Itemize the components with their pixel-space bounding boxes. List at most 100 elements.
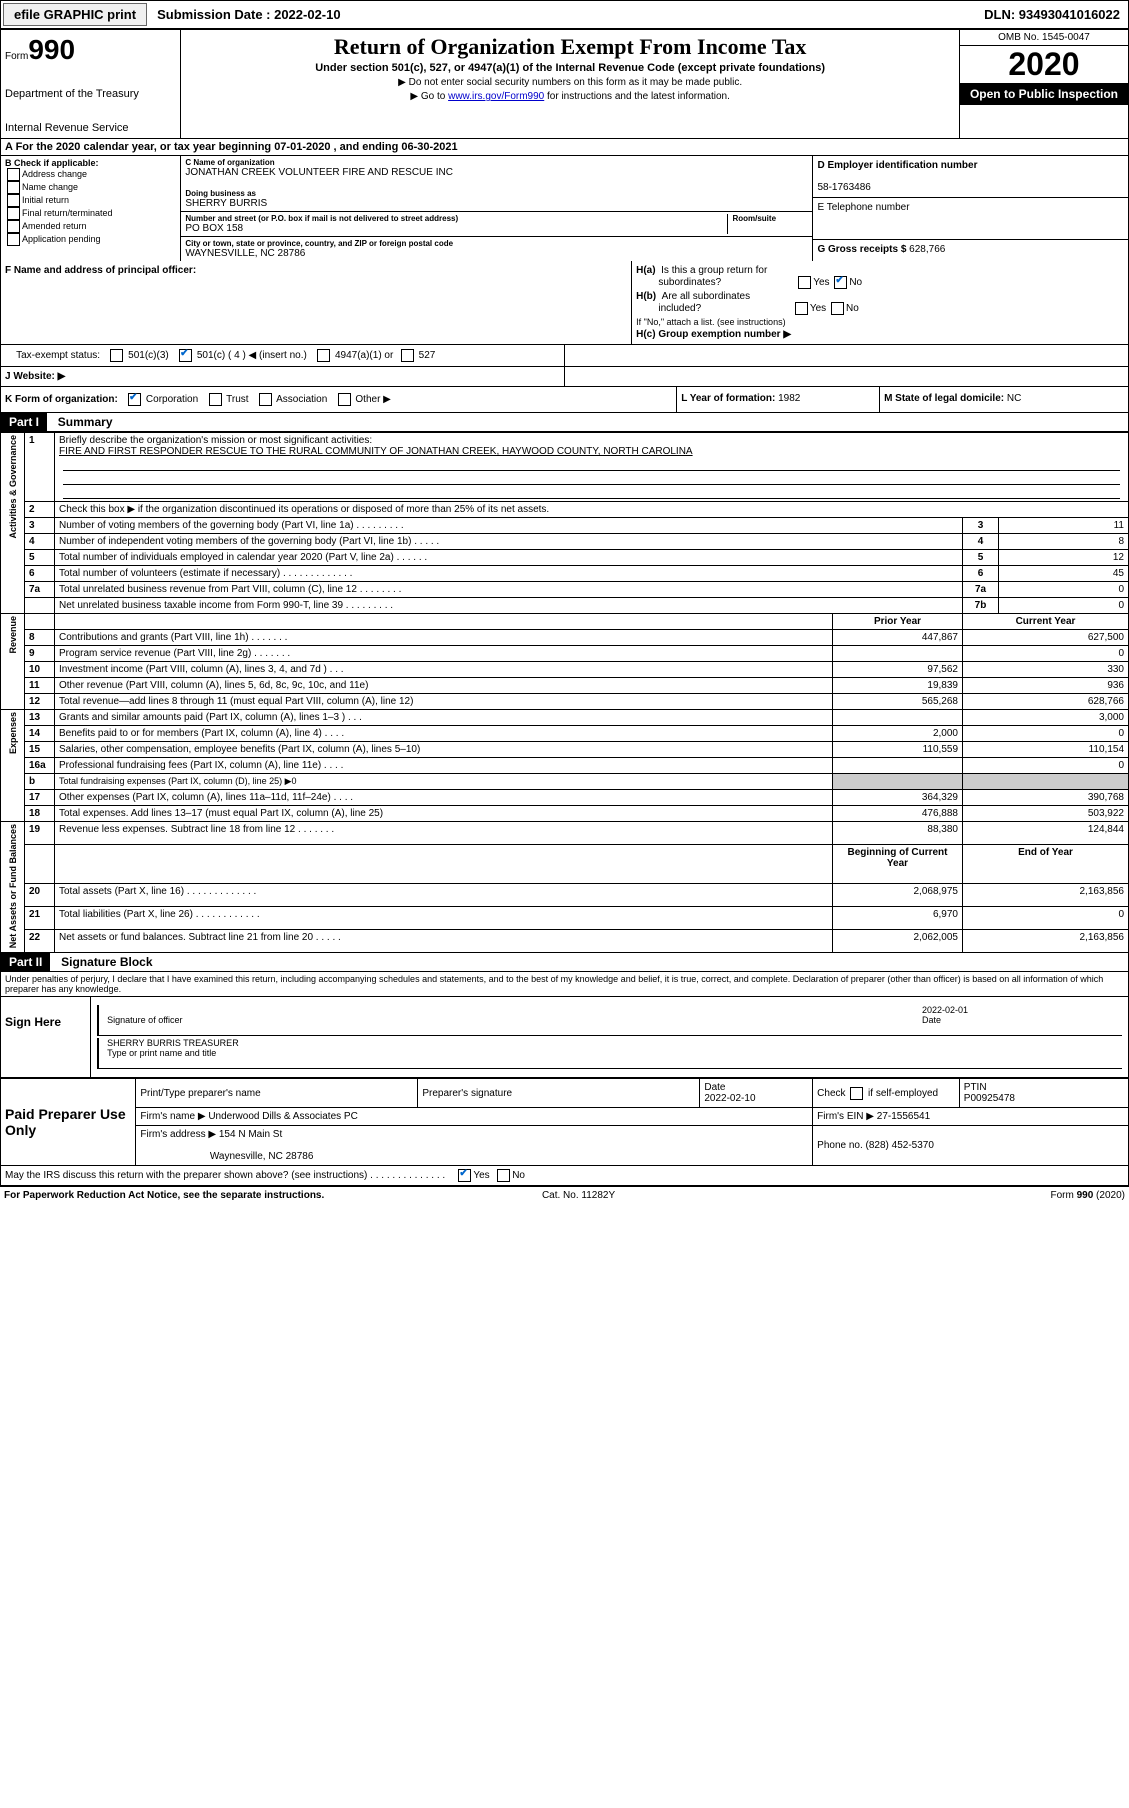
form-note1: ▶ Do not enter social security numbers o…: [185, 77, 955, 88]
row-k: K Form of organization: Corporation Trus…: [0, 387, 1129, 413]
lbl-initial-return: Initial return: [22, 195, 69, 205]
ck-527[interactable]: [401, 349, 414, 362]
l7a-lbl: Total unrelated business revenue from Pa…: [55, 582, 963, 598]
l14-c: 0: [963, 726, 1129, 742]
l8-c: 627,500: [963, 630, 1129, 646]
l5-num: 5: [25, 550, 55, 566]
city-value: WAYNESVILLE, NC 28786: [185, 248, 808, 259]
l12-lbl: Total revenue—add lines 8 through 11 (mu…: [55, 694, 833, 710]
ck-501c[interactable]: [179, 349, 192, 362]
lbl-trust: Trust: [226, 394, 248, 405]
ck-corp[interactable]: [128, 393, 141, 406]
ha-yes[interactable]: [798, 276, 811, 289]
org-name: JONATHAN CREEK VOLUNTEER FIRE AND RESCUE…: [185, 167, 808, 178]
open-inspection: Open to Public Inspection: [960, 83, 1128, 105]
sig-date: 2022-02-01: [922, 1005, 968, 1015]
firm-addr1: 154 N Main St: [219, 1129, 282, 1140]
l8-p: 447,867: [833, 630, 963, 646]
ha-no[interactable]: [834, 276, 847, 289]
pp-check-lbl: Check: [817, 1088, 848, 1099]
lbl-4947: 4947(a)(1) or: [335, 350, 393, 361]
discuss-no[interactable]: [497, 1169, 510, 1182]
form-number: 990: [28, 34, 75, 65]
goto-suffix: for instructions and the latest informat…: [544, 91, 730, 102]
l15-lbl: Salaries, other compensation, employee b…: [55, 742, 833, 758]
l5-box: 5: [963, 550, 999, 566]
col-end: End of Year: [963, 845, 1129, 884]
top-bar: efile GRAPHIC print Submission Date : 20…: [0, 0, 1129, 29]
l7a-num: 7a: [25, 582, 55, 598]
l4-lbl: Number of independent voting members of …: [55, 534, 963, 550]
l17-num: 17: [25, 790, 55, 806]
phone-lbl: Phone no.: [817, 1140, 865, 1151]
mission-label: Briefly describe the organization's miss…: [59, 435, 372, 446]
check-name-change[interactable]: [7, 181, 20, 194]
goto-prefix: ▶ Go to: [410, 91, 448, 102]
ck-assoc[interactable]: [259, 393, 272, 406]
l16b-num: b: [25, 774, 55, 790]
ck-trust[interactable]: [209, 393, 222, 406]
hb-no[interactable]: [831, 302, 844, 315]
l12-c: 628,766: [963, 694, 1129, 710]
form-title: Return of Organization Exempt From Incom…: [185, 34, 955, 60]
l10-c: 330: [963, 662, 1129, 678]
l8-num: 8: [25, 630, 55, 646]
ck-self-employed[interactable]: [850, 1087, 863, 1100]
rev-hdr-num: [25, 614, 55, 630]
ck-4947[interactable]: [317, 349, 330, 362]
dln-text: DLN: 93493041016022: [976, 4, 1128, 25]
l13-c: 3,000: [963, 710, 1129, 726]
vtab-expenses: Expenses: [8, 712, 18, 754]
firm-addr2: Waynesville, NC 28786: [210, 1151, 314, 1162]
firm-name: Underwood Dills & Associates PC: [208, 1111, 358, 1122]
form990-link[interactable]: www.irs.gov/Form990: [448, 91, 544, 102]
l8-lbl: Contributions and grants (Part VIII, lin…: [55, 630, 833, 646]
l21-c: 0: [963, 907, 1129, 930]
vtab-netassets: Net Assets or Fund Balances: [8, 824, 18, 948]
dba-label: Doing business as: [185, 189, 808, 198]
gross-value: 628,766: [909, 244, 945, 255]
part2-header-row: Part II Signature Block: [0, 953, 1129, 972]
ck-501c3[interactable]: [110, 349, 123, 362]
summary-table: Activities & Governance 1 Briefly descri…: [0, 432, 1129, 953]
col-d-ein: D Employer identification number 58-1763…: [812, 156, 1128, 261]
check-amended[interactable]: [7, 220, 20, 233]
dept-treasury: Department of the Treasury: [5, 88, 176, 100]
addr-label: Number and street (or P.O. box if mail i…: [185, 214, 723, 223]
part1-badge: Part I: [1, 413, 47, 431]
mission-text: FIRE AND FIRST RESPONDER RESCUE TO THE R…: [59, 446, 693, 457]
vtab-governance: Activities & Governance: [8, 435, 18, 539]
paid-label: Paid Preparer Use Only: [1, 1079, 136, 1166]
lbl-501c3: 501(c)(3): [128, 350, 169, 361]
k-label: K Form of organization:: [5, 394, 118, 405]
l9-p: [833, 646, 963, 662]
pp-sig-lbl: Preparer's signature: [418, 1079, 700, 1108]
submission-date: Submission Date : 2022-02-10: [149, 4, 349, 25]
discuss-yes[interactable]: [458, 1169, 471, 1182]
efile-button[interactable]: efile GRAPHIC print: [3, 3, 147, 26]
ck-other[interactable]: [338, 393, 351, 406]
check-app-pending[interactable]: [7, 233, 20, 246]
l15-num: 15: [25, 742, 55, 758]
hb-yes[interactable]: [795, 302, 808, 315]
hb-note: If "No," attach a list. (see instruction…: [636, 317, 1124, 327]
check-address-change[interactable]: [7, 168, 20, 181]
te-label: Tax-exempt status:: [16, 350, 100, 361]
date-lbl: Date: [922, 1015, 941, 1025]
pp-date-lbl: Date: [704, 1082, 725, 1093]
l18-p: 476,888: [833, 806, 963, 822]
l21-lbl: Total liabilities (Part X, line 26) . . …: [55, 907, 833, 930]
check-final-return[interactable]: [7, 207, 20, 220]
check-initial-return[interactable]: [7, 194, 20, 207]
lbl-amended: Amended return: [22, 221, 87, 231]
l16a-lbl: Professional fundraising fees (Part IX, …: [55, 758, 833, 774]
l19-lbl: Revenue less expenses. Subtract line 18 …: [55, 822, 833, 845]
pp-name-lbl: Print/Type preparer's name: [136, 1079, 418, 1108]
l16b-lbl: Total fundraising expenses (Part IX, col…: [55, 774, 833, 790]
l11-c: 936: [963, 678, 1129, 694]
col-begin: Beginning of Current Year: [833, 845, 963, 884]
omb-number: OMB No. 1545-0047: [960, 30, 1128, 46]
l16a-c: 0: [963, 758, 1129, 774]
l13-p: [833, 710, 963, 726]
ha-yes-lbl: Yes: [813, 277, 829, 288]
